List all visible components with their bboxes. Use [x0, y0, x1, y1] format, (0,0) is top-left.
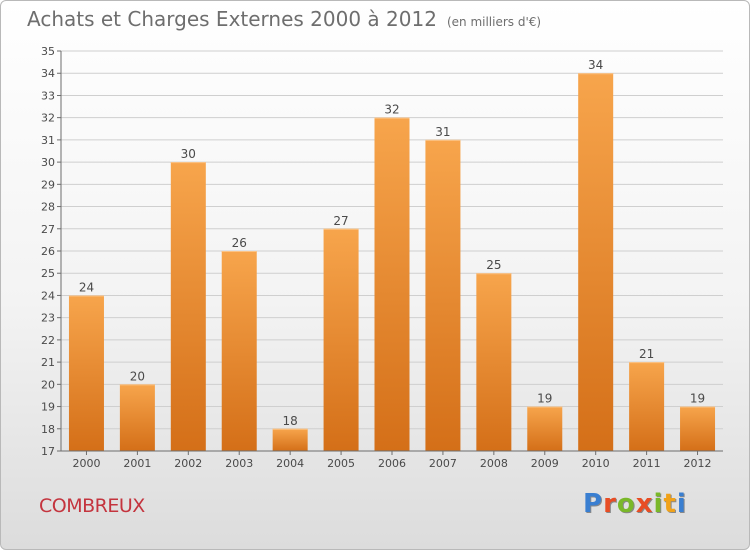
chart-unit: (en milliers d'€) — [446, 15, 542, 29]
bar — [119, 384, 155, 451]
bar-value-label: 24 — [79, 280, 94, 294]
bar-value-label: 34 — [588, 58, 603, 72]
bar — [527, 406, 563, 451]
y-tick-label: 26 — [41, 245, 55, 258]
bar-value-label: 19 — [537, 392, 552, 406]
x-tick-label: 2009 — [531, 457, 559, 470]
bar — [680, 406, 716, 451]
y-tick-label: 25 — [41, 267, 55, 280]
bar — [170, 162, 206, 451]
x-tick-label: 2010 — [582, 457, 610, 470]
logo-letter: P — [583, 489, 604, 519]
bar — [323, 228, 359, 451]
x-tick-label: 2000 — [72, 457, 100, 470]
bars: 24 20 30 26 18 27 32 31 25 19 34 21 19 — [68, 58, 716, 452]
y-tick-label: 30 — [41, 156, 55, 169]
y-tick-label: 21 — [41, 356, 55, 369]
chart-title: Achats et Charges Externes 2000 à 2012 (e… — [27, 7, 541, 31]
x-tick-label: 2005 — [327, 457, 355, 470]
bar — [578, 73, 614, 451]
x-tick-label: 2011 — [633, 457, 661, 470]
bar — [425, 139, 461, 451]
bar-value-label: 18 — [283, 414, 298, 428]
x-tick-label: 2002 — [174, 457, 202, 470]
chart-title-text: Achats et Charges Externes 2000 à 2012 — [27, 7, 437, 31]
y-tick-label: 28 — [41, 201, 55, 214]
bar-value-label: 30 — [181, 147, 196, 161]
y-tick-label: 22 — [41, 334, 55, 347]
x-tick-label: 2008 — [480, 457, 508, 470]
x-tick-label: 2007 — [429, 457, 457, 470]
x-tick-label: 2003 — [225, 457, 253, 470]
bar-value-label: 20 — [130, 369, 145, 383]
x-tick-label: 2006 — [378, 457, 406, 470]
bar — [272, 428, 308, 451]
bar — [629, 362, 665, 451]
y-tick-label: 19 — [41, 401, 55, 414]
bar-value-label: 26 — [232, 236, 247, 250]
logo-letter: x — [635, 489, 654, 519]
commune-name: COMBREUX — [39, 495, 145, 517]
y-tick-label: 17 — [41, 445, 55, 458]
y-tick-label: 35 — [41, 45, 55, 58]
bar — [221, 251, 257, 451]
bar-value-label: 27 — [333, 214, 348, 228]
y-tick-label: 29 — [41, 178, 55, 191]
y-tick-label: 20 — [41, 378, 55, 391]
bar — [68, 295, 104, 451]
bar-value-label: 32 — [384, 103, 399, 117]
bar-value-label: 19 — [690, 392, 705, 406]
x-tick-label: 2001 — [123, 457, 151, 470]
y-tick-label: 34 — [41, 67, 55, 80]
y-tick-label: 18 — [41, 423, 55, 436]
bar — [374, 117, 410, 452]
y-tick-label: 24 — [41, 289, 55, 302]
x-tick-label: 2012 — [684, 457, 712, 470]
x-tick-label: 2004 — [276, 457, 304, 470]
y-tick-label: 27 — [41, 223, 55, 236]
logo-letter: i — [676, 489, 687, 519]
y-tick-label: 31 — [41, 134, 55, 147]
logo-letter: t — [663, 489, 677, 519]
y-tick-label: 32 — [41, 112, 55, 125]
logo-letter: i — [653, 489, 664, 519]
bar — [476, 273, 512, 451]
proxiti-logo: Proxiti — [583, 489, 687, 519]
y-tick-label: 23 — [41, 312, 55, 325]
logo-letter: o — [616, 489, 636, 519]
logo-letter: r — [603, 489, 617, 519]
bar-value-label: 25 — [486, 258, 501, 272]
y-tick-label: 33 — [41, 89, 55, 102]
bar-value-label: 31 — [435, 125, 450, 139]
axes: 17 18 19 20 21 22 23 24 25 26 27 28 29 30 31 32 33 34 35 20… — [41, 45, 723, 470]
bar-value-label: 21 — [639, 347, 654, 361]
